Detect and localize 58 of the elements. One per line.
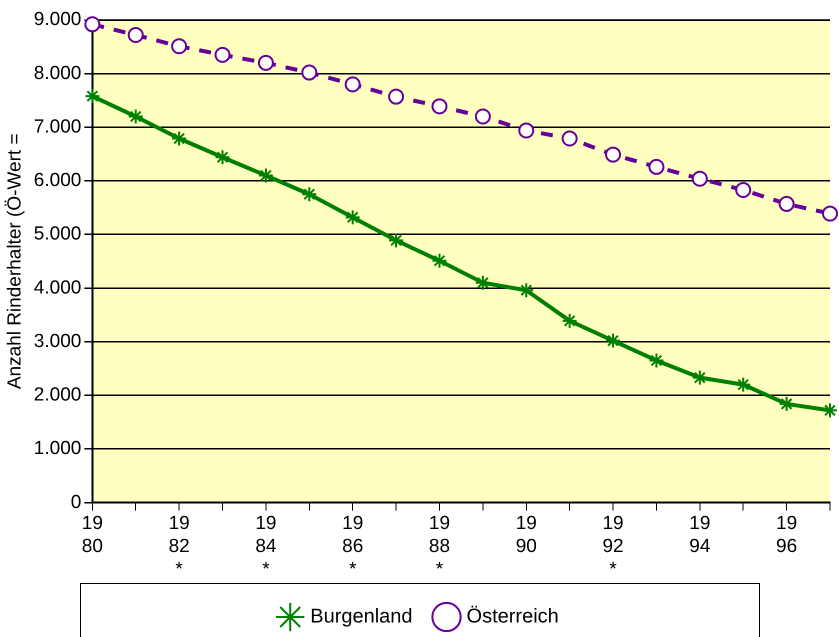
point — [84, 88, 100, 104]
point — [692, 370, 708, 386]
point — [692, 170, 708, 187]
y-tick-label: 6.000 — [34, 170, 82, 192]
point — [128, 108, 144, 125]
point — [518, 282, 534, 298]
point — [735, 376, 752, 393]
point — [474, 274, 491, 291]
point — [128, 27, 144, 44]
point — [214, 46, 231, 63]
point — [778, 396, 795, 412]
x-tick-label: 1990 — [516, 513, 537, 558]
point — [562, 312, 578, 329]
y-tick-label: 3.000 — [34, 330, 82, 352]
point — [344, 76, 361, 92]
legend-label: Burgenland — [310, 606, 413, 628]
point — [778, 196, 795, 212]
y-tick-label: 2.000 — [34, 384, 82, 406]
point — [562, 130, 578, 147]
x-tick-label: 1982* — [168, 513, 190, 580]
point — [474, 108, 491, 125]
point — [301, 186, 318, 202]
y-tick-label: 5.000 — [34, 224, 82, 245]
point — [735, 182, 752, 198]
point — [822, 206, 838, 222]
point — [431, 252, 448, 269]
x-tick-label: 1988* — [428, 513, 450, 580]
y-axis-title: Anzahl Rinderhalter (Ö-Wert = — [4, 133, 26, 390]
point — [171, 38, 188, 54]
point — [214, 149, 231, 166]
y-tick-label: 4.000 — [34, 277, 82, 298]
point — [258, 168, 274, 184]
y-tick-label: 9.000 — [34, 9, 82, 30]
point — [258, 54, 274, 71]
point — [388, 88, 404, 105]
point — [648, 352, 664, 368]
point — [648, 158, 664, 175]
point — [518, 122, 534, 138]
x-tick-label: 1986* — [342, 513, 364, 580]
point — [822, 402, 838, 418]
y-tick-label: 8.000 — [34, 62, 82, 84]
point — [301, 64, 318, 81]
x-tick-label: 1984* — [255, 513, 277, 580]
point — [171, 130, 188, 147]
y-tick-label: 1.000 — [34, 438, 82, 460]
legend-label: Österreich — [466, 606, 559, 628]
point — [84, 16, 100, 32]
x-tick-label: 1994 — [689, 513, 711, 558]
x-tick-label: 1980 — [82, 513, 103, 558]
point — [605, 146, 622, 163]
y-tick-label: 7.000 — [34, 116, 82, 138]
point — [431, 98, 448, 114]
x-tick-label: 1996 — [776, 513, 798, 558]
x-tick-label: 1992* — [602, 513, 624, 580]
point — [344, 209, 361, 226]
point — [388, 232, 404, 248]
y-tick-label: 0 — [70, 492, 82, 513]
point — [605, 332, 622, 349]
